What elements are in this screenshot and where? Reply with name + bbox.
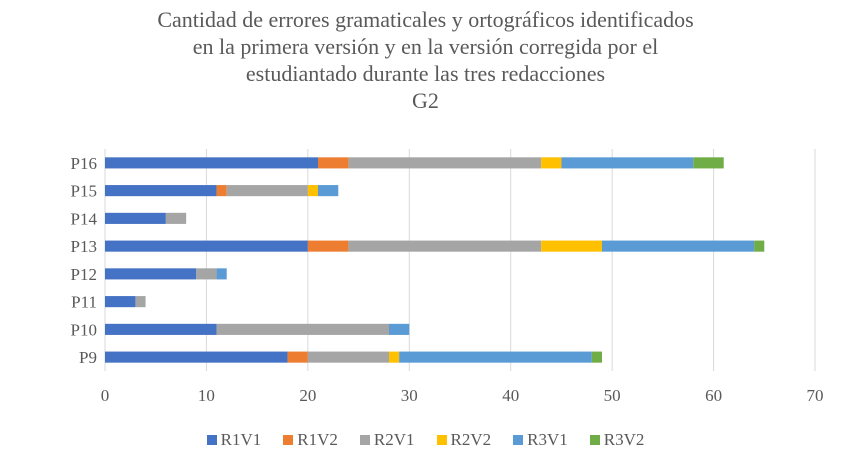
legend-swatch [589, 435, 600, 445]
chart-title-line-2: en la primera versión y en la versión co… [192, 34, 659, 59]
x-tick-label: 60 [705, 386, 722, 405]
bar-p16-r3v1 [561, 157, 694, 169]
legend-item-r1v2: R1V2 [283, 430, 338, 450]
bar-p16-r1v1 [105, 157, 318, 169]
x-tick-label: 40 [502, 386, 519, 405]
bar-p10-r3v1 [389, 323, 410, 335]
bar-p16-r2v2 [541, 157, 562, 169]
bar-p11-r2v1 [135, 296, 146, 308]
bar-p16-r3v2 [693, 157, 724, 169]
bar-p15-r2v1 [226, 185, 308, 197]
legend-swatch [359, 435, 370, 445]
bar-p12-r1v1 [105, 268, 197, 280]
bar-p9-r3v2 [591, 351, 602, 363]
bar-p11-r1v1 [105, 296, 136, 308]
bar-p9-r3v1 [399, 351, 592, 363]
legend-swatch [436, 435, 447, 445]
legend-label: R2V2 [450, 430, 492, 449]
legend-swatch [283, 435, 294, 445]
y-tick-label: P11 [71, 293, 97, 312]
legend-item-r3v2: R3V2 [589, 430, 645, 450]
legend-label: R1V1 [220, 430, 262, 449]
legend-swatch [206, 435, 217, 445]
x-tick-label: 20 [299, 386, 316, 405]
legend-item-r3v1: R3V1 [513, 430, 568, 450]
bar-p9-r2v2 [389, 351, 400, 363]
chart-title-line-1: Cantidad de errores gramaticales y ortog… [157, 7, 694, 32]
x-tick-label: 0 [101, 386, 110, 405]
bar-p14-r2v1 [165, 212, 187, 224]
y-tick-label: P13 [71, 237, 97, 256]
legend-label: R1V2 [297, 430, 338, 449]
x-tick-label: 70 [807, 386, 824, 405]
legend-label: R2V1 [373, 430, 415, 449]
bar-p15-r3v1 [318, 185, 339, 197]
gridlines [104, 149, 816, 371]
x-tick-label: 10 [198, 386, 215, 405]
bar-p13-r2v2 [541, 240, 602, 252]
bar-p13-r1v1 [105, 240, 308, 252]
bar-p13-r1v2 [307, 240, 349, 252]
bar-p13-r3v2 [754, 240, 765, 252]
y-tick-label: P16 [71, 154, 97, 173]
legend-label: R3V2 [603, 430, 645, 449]
bar-p15-r1v2 [216, 185, 227, 197]
chart-title-line-4: G2 [412, 88, 439, 113]
y-tick-label: P9 [79, 348, 97, 367]
legend-item-r2v2: R2V2 [436, 430, 492, 450]
y-tick-label: P14 [71, 209, 98, 228]
bar-p9-r1v1 [105, 351, 288, 363]
y-axis-tick-labels: P9 P10 P11 P12 P13 P14 P15 P16 [71, 154, 98, 367]
chart-title-line-3: estudiantado durante las tres redaccione… [245, 61, 606, 86]
bar-p12-r2v1 [196, 268, 217, 280]
bar-p10-r2v1 [216, 323, 389, 335]
bar-p10-r1v1 [105, 323, 217, 335]
x-axis-tick-labels: 0 10 20 30 40 50 60 70 [101, 386, 824, 405]
bar-p14-r1v1 [105, 212, 166, 224]
legend-item-r1v1: R1V1 [206, 430, 262, 450]
y-tick-label: P10 [71, 320, 97, 339]
legend-item-r2v1: R2V1 [359, 430, 415, 450]
bar-p16-r1v2 [318, 157, 349, 169]
bar-p9-r1v2 [287, 351, 308, 363]
y-tick-label: P15 [71, 182, 97, 201]
y-tick-label: P12 [71, 265, 97, 284]
bars [105, 157, 765, 363]
legend-swatch [513, 435, 524, 445]
bar-p9-r2v1 [307, 351, 389, 363]
x-tick-label: 50 [604, 386, 621, 405]
bar-p16-r2v1 [348, 157, 542, 169]
legend: R1V1 R1V2 R2V1 R2V2 R3V1 R3V2 [0, 430, 851, 450]
legend-label: R3V1 [527, 430, 568, 449]
bar-p15-r2v2 [307, 185, 318, 197]
chart-title: Cantidad de errores gramaticales y ortog… [0, 6, 851, 114]
bar-p13-r3v1 [602, 240, 755, 252]
x-tick-label: 30 [401, 386, 418, 405]
bar-p13-r2v1 [348, 240, 542, 252]
bar-p15-r1v1 [105, 185, 217, 197]
bar-p12-r3v1 [216, 268, 227, 280]
